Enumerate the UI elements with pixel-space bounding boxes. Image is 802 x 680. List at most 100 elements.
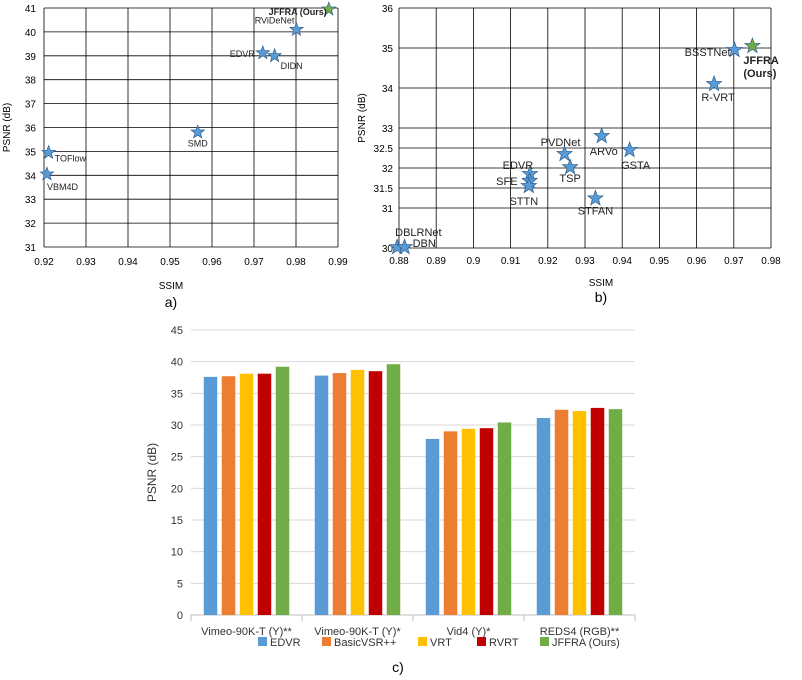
c-ytick: 30 [171, 420, 183, 432]
a-point-star [288, 21, 305, 37]
c-bar [221, 376, 236, 615]
c-bar [572, 411, 587, 615]
c-bar [368, 371, 383, 615]
c-legend-swatch [258, 637, 267, 646]
b-ytick: 32.5 [374, 144, 394, 155]
b-point-star [520, 176, 538, 194]
b-ytick: 36 [382, 4, 394, 15]
b-ytick: 33 [382, 124, 394, 135]
b-ytick: 34 [382, 84, 394, 95]
c-bar [332, 373, 347, 615]
c-ytick: 25 [171, 452, 183, 464]
c-legend-swatch [477, 637, 486, 646]
b-ytick: 31 [382, 204, 394, 215]
c-bar [443, 431, 458, 615]
b-caption: b) [595, 289, 607, 305]
c-bar [590, 407, 605, 615]
a-point-label: SMD [188, 138, 209, 148]
c-bar [239, 373, 254, 615]
a-point-label: JFFRA (Ours) [269, 7, 327, 17]
a-ytick: 32 [25, 219, 37, 230]
c-bar [536, 418, 551, 615]
b-point-label: PVDNet [541, 137, 581, 149]
b-xtick: 0.96 [687, 256, 707, 267]
a-point-label: VBM4D [47, 182, 79, 192]
a-xtick: 0.99 [328, 257, 348, 268]
c-ytick: 35 [171, 388, 183, 400]
c-category-label: Vimeo-90K-T (Y)** [201, 626, 292, 638]
b-point-label: DBLRNet [395, 227, 441, 239]
c-legend-label: EDVR [270, 637, 301, 649]
b-point-star [621, 140, 639, 158]
a-point-star [321, 1, 337, 16]
a-xlabel: SSIM [159, 281, 183, 292]
a-point-label: TOFlow [55, 154, 87, 164]
b-ytick: 35 [382, 44, 394, 55]
b-point-star [743, 36, 761, 54]
b-point-label: STFAN [578, 205, 614, 217]
c-bar [479, 428, 494, 615]
b-xtick: 0.88 [389, 256, 409, 267]
b-xtick: 0.95 [650, 256, 670, 267]
a-ytick: 37 [25, 100, 37, 111]
a-point-star [266, 47, 283, 63]
c-ytick: 15 [171, 515, 183, 527]
a-point-star [190, 124, 206, 139]
a-xtick: 0.94 [118, 257, 138, 268]
a-xtick: 0.92 [34, 257, 54, 268]
a-xtick: 0.97 [244, 257, 264, 268]
c-ylabel: PSNR (dB) [145, 443, 159, 502]
a-point-label: DIDN [281, 61, 303, 71]
c-ytick: 20 [171, 483, 183, 495]
b-point-star [725, 40, 744, 58]
a-ytick: 35 [25, 147, 37, 158]
b-xtick: 0.91 [501, 256, 521, 267]
a-ytick: 39 [25, 52, 37, 63]
a-point-star [41, 144, 57, 160]
b-point-star [705, 74, 723, 92]
a-ytick: 36 [25, 124, 37, 135]
b-point-label: JFFRA [743, 55, 779, 67]
chart-b: 0.88 0.89 0.9 0.91 0.92 0.93 0.94 0.95 0.96 0.97 0… [357, 4, 781, 305]
b-point-star [555, 144, 574, 162]
b-point-label: EDVR [503, 160, 534, 172]
c-category-label: Vid4 (Y)* [447, 626, 492, 638]
a-xtick: 0.98 [286, 257, 306, 268]
c-legend-swatch [322, 637, 331, 646]
c-legend-label: BasicVSR++ [334, 637, 396, 649]
b-xtick: 0.9 [466, 256, 480, 267]
b-point-label: BSSTNet [685, 47, 731, 59]
c-bar [314, 375, 329, 615]
c-legend-swatch [418, 637, 427, 646]
a-ylabel: PSNR (dB) [2, 103, 13, 152]
a-point-label: EDVR [230, 49, 256, 59]
b-point-star [561, 158, 579, 175]
c-legend-label: JFFRA (Ours) [552, 637, 620, 649]
c-bar [350, 369, 365, 615]
c-legend-label: RVRT [489, 637, 519, 649]
a-ytick: 34 [25, 171, 37, 182]
c-caption: c) [392, 659, 404, 675]
b-point-star [586, 189, 604, 206]
a-point-label: RViDeNet [255, 16, 295, 26]
a-point-star [39, 166, 55, 181]
b-point-label: TSP [559, 173, 580, 185]
b-point-label: SFE [496, 176, 517, 188]
c-bar [386, 364, 401, 615]
chart-a: 0.92 0.93 0.94 0.95 0.96 0.97 0.98 0.99 31 32 33 34… [2, 1, 348, 310]
c-ytick: 5 [177, 578, 183, 590]
c-bar [608, 409, 623, 615]
c-ytick: 0 [177, 610, 183, 622]
b-point-star [593, 126, 611, 144]
c-bar [203, 376, 218, 615]
c-bar [425, 438, 440, 615]
c-legend-label: VRT [430, 637, 452, 649]
a-point-star [255, 44, 271, 60]
a-ytick: 31 [25, 243, 37, 254]
c-ytick: 10 [171, 547, 183, 559]
a-ytick: 41 [25, 4, 37, 15]
c-legend-swatch [540, 637, 549, 646]
b-point-label: DBN [413, 238, 436, 250]
c-bar [554, 409, 569, 615]
